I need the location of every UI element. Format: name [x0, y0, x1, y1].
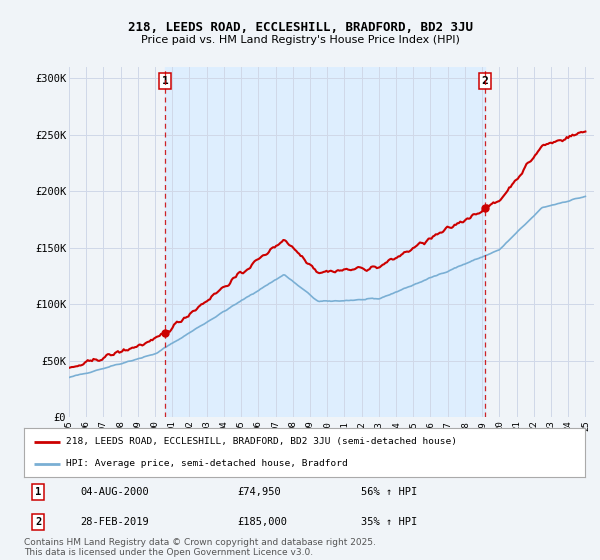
Text: 28-FEB-2019: 28-FEB-2019 [80, 517, 149, 527]
Text: 1: 1 [35, 487, 41, 497]
Text: 2: 2 [35, 517, 41, 527]
Text: Price paid vs. HM Land Registry's House Price Index (HPI): Price paid vs. HM Land Registry's House … [140, 35, 460, 45]
Text: £74,950: £74,950 [237, 487, 281, 497]
Text: Contains HM Land Registry data © Crown copyright and database right 2025.
This d: Contains HM Land Registry data © Crown c… [24, 538, 376, 557]
Text: 56% ↑ HPI: 56% ↑ HPI [361, 487, 417, 497]
Text: £185,000: £185,000 [237, 517, 287, 527]
Text: 04-AUG-2000: 04-AUG-2000 [80, 487, 149, 497]
Text: 2: 2 [481, 76, 488, 86]
Text: 35% ↑ HPI: 35% ↑ HPI [361, 517, 417, 527]
Text: HPI: Average price, semi-detached house, Bradford: HPI: Average price, semi-detached house,… [66, 459, 348, 468]
Text: 218, LEEDS ROAD, ECCLESHILL, BRADFORD, BD2 3JU (semi-detached house): 218, LEEDS ROAD, ECCLESHILL, BRADFORD, B… [66, 437, 457, 446]
Text: 218, LEEDS ROAD, ECCLESHILL, BRADFORD, BD2 3JU: 218, LEEDS ROAD, ECCLESHILL, BRADFORD, B… [128, 21, 473, 34]
Text: 1: 1 [161, 76, 169, 86]
Bar [165, 67, 485, 417]
